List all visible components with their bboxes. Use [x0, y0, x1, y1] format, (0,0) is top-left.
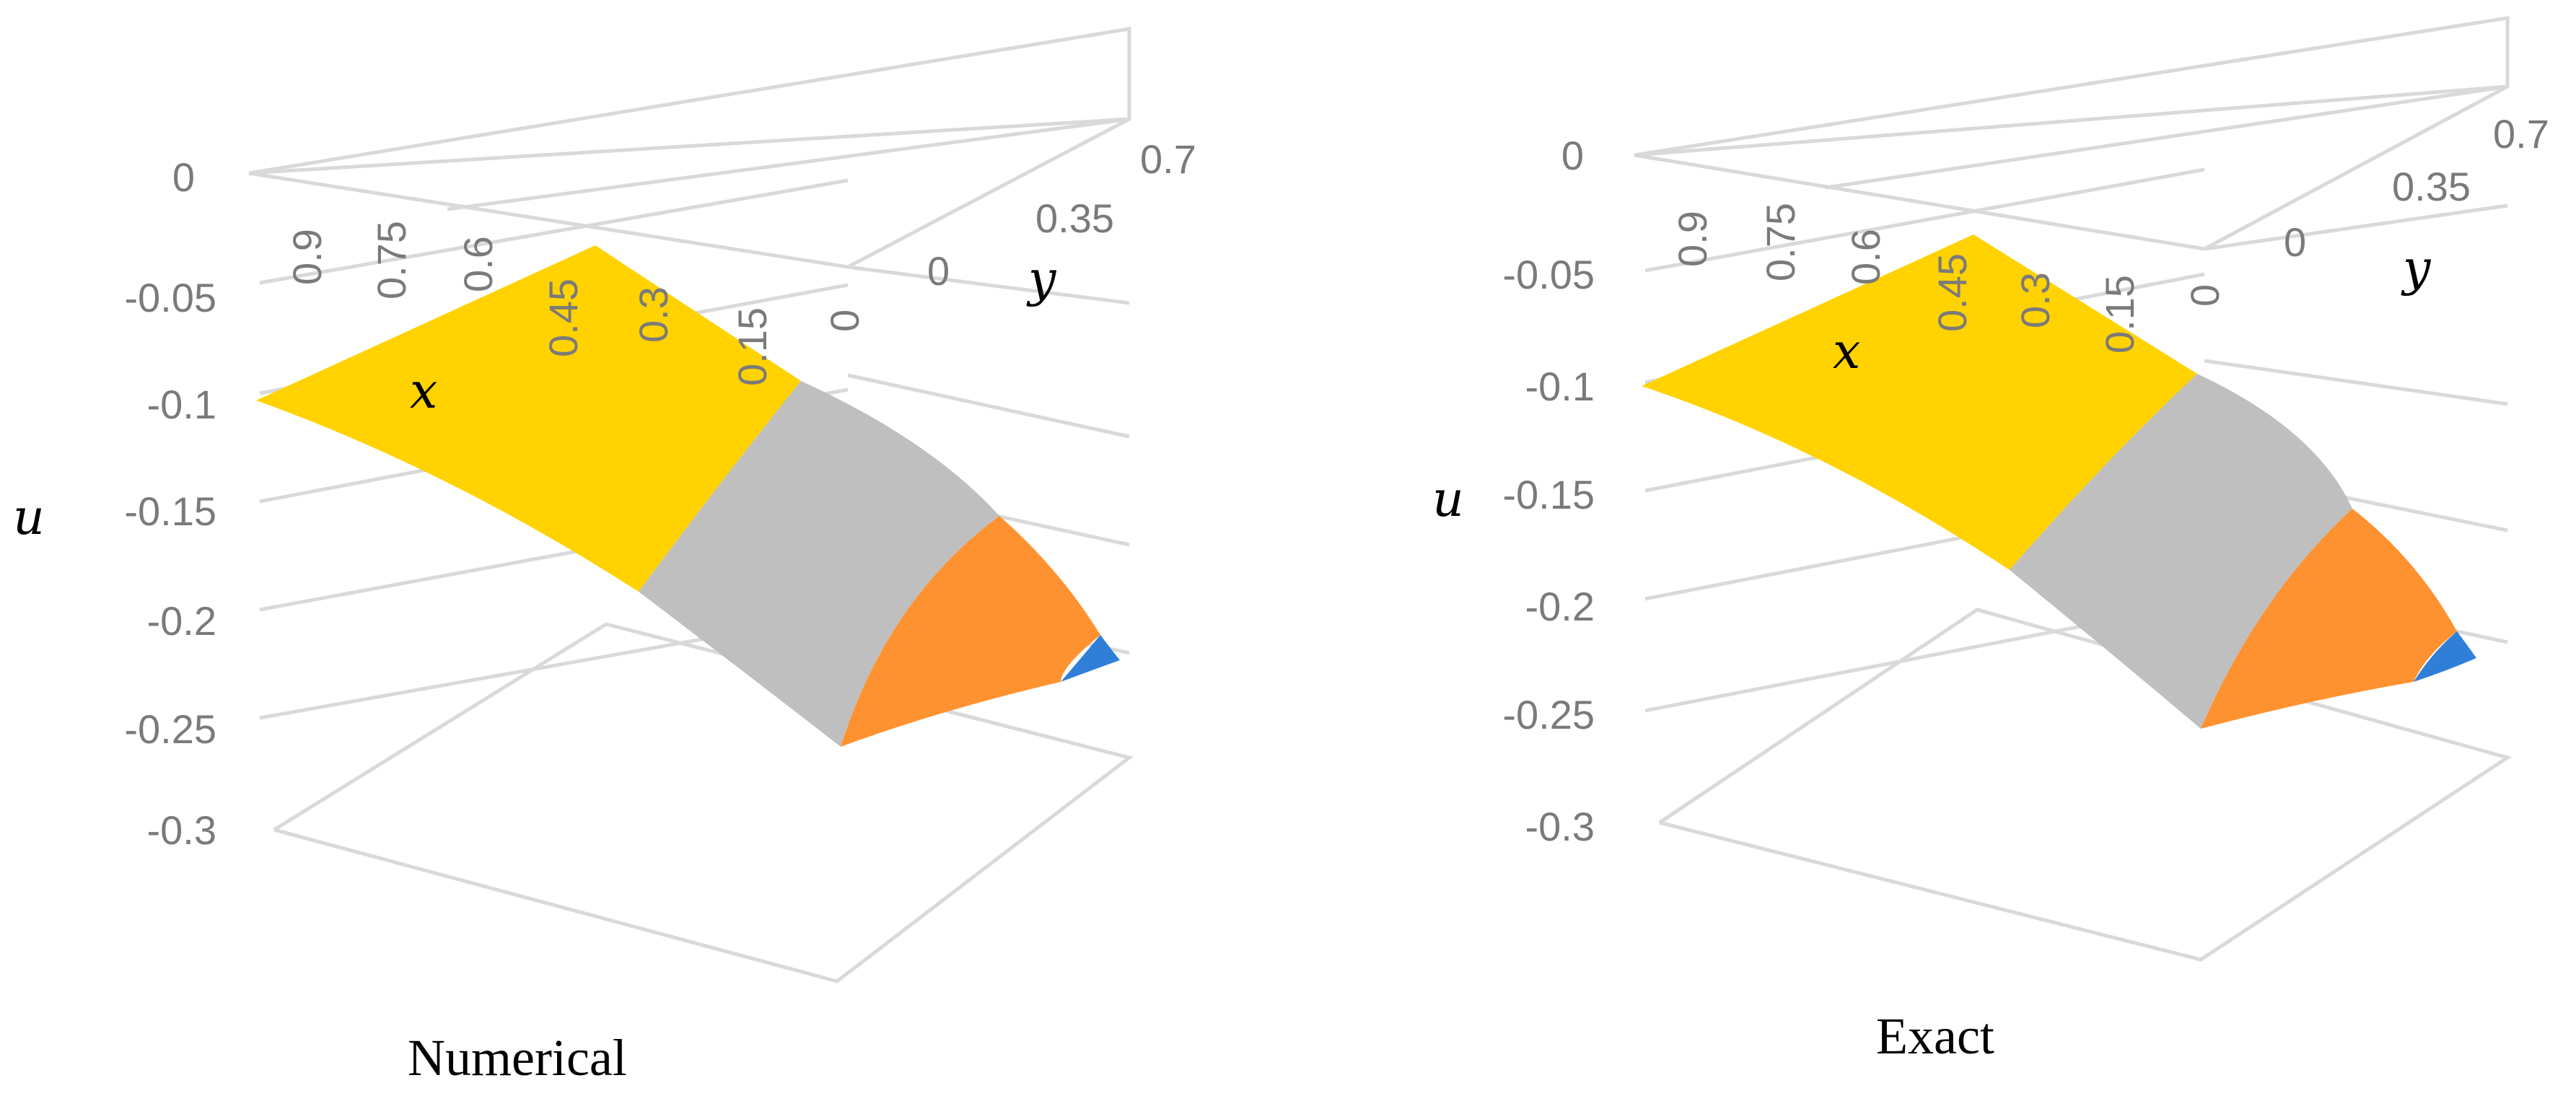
- gridline: [447, 117, 1130, 211]
- gridline: [1634, 153, 2205, 251]
- surface-band-yellow: [256, 245, 801, 592]
- x-tick-label: 0.75: [369, 221, 414, 299]
- x-tick-label: 0.15: [730, 307, 775, 386]
- u-axis-label: u: [13, 489, 45, 546]
- x-tick-label: 0.75: [1758, 203, 1803, 281]
- x-tick-label: 0.3: [631, 286, 676, 343]
- gridline: [1644, 167, 2205, 273]
- x-ticks-right: 0.9 0.75 0.6 0.45 0.3 0.15 0: [1670, 203, 2227, 354]
- x-tick-label: 0: [2182, 284, 2227, 307]
- x-tick-label: 0.45: [1929, 253, 1975, 332]
- u-tick-label: -0.2: [1525, 584, 1595, 629]
- floor-face: [273, 622, 1134, 983]
- u-tick-label: 0: [1561, 133, 1584, 178]
- surface-band-blue: [1061, 635, 1120, 682]
- u-ticks-left: 0 -0.05 -0.1 -0.15 -0.2 -0.25 -0.3: [124, 154, 216, 853]
- u-tick-label: -0.2: [147, 598, 217, 644]
- floor-face: [1658, 608, 2512, 962]
- panel-numerical: 0 -0.05 -0.1 -0.15 -0.2 -0.25 -0.3 0.9 0…: [13, 27, 1196, 1087]
- x-ticks-left: 0.9 0.75 0.6 0.45 0.3 0.15 0: [284, 221, 867, 386]
- surface-exact: [1642, 234, 2476, 729]
- y-axis-label: y: [1026, 251, 1057, 308]
- gridline: [2204, 203, 2508, 251]
- top-grid-face: [248, 27, 1131, 175]
- u-tick-label: -0.15: [1502, 472, 1595, 517]
- gridline: [1825, 84, 2508, 190]
- u-tick-label: -0.25: [124, 706, 216, 752]
- y-tick-label: 0.35: [1035, 196, 1114, 241]
- tick-row: [248, 171, 849, 269]
- y-ticks-right: 0 0.35 0.7: [2284, 111, 2549, 265]
- y-ticks-left: 0 0.35 0.7: [927, 136, 1196, 294]
- surface-band-gray: [2010, 374, 2352, 729]
- u-tick-label: -0.15: [124, 488, 216, 534]
- x-axis-label: x: [410, 363, 437, 420]
- x-tick-label: 0.15: [2097, 275, 2142, 354]
- gridline: [2204, 359, 2508, 406]
- u-tick-label: -0.25: [1502, 692, 1595, 737]
- top-grid-face: [1634, 16, 2510, 157]
- gridline: [847, 265, 1130, 305]
- u-tick-label: -0.05: [1502, 252, 1595, 297]
- top-ticks-left: [248, 117, 1131, 269]
- gridline: [259, 178, 849, 285]
- panel-caption: Numerical: [408, 1029, 627, 1087]
- u-tick-label: -0.1: [1525, 364, 1595, 409]
- surface-band-gray: [639, 381, 999, 747]
- x-axis-label: x: [1833, 323, 1860, 380]
- y-tick-label: 0.35: [2392, 164, 2471, 209]
- x-tick-label: 0.3: [2012, 272, 2058, 328]
- panel-caption: Exact: [1876, 1007, 1994, 1065]
- gridline: [847, 373, 1130, 439]
- u-tick-label: -0.3: [147, 807, 217, 853]
- gridline: [2203, 84, 2509, 251]
- surface-band-orange: [841, 516, 1100, 747]
- surface-band-blue: [2414, 631, 2476, 682]
- x-tick-label: 0.6: [1843, 229, 1888, 285]
- surface-numerical: [256, 245, 1120, 747]
- u-tick-label: -0.1: [147, 382, 217, 427]
- surface-band-orange: [2201, 509, 2457, 729]
- x-tick-label: 0: [822, 310, 867, 332]
- u-tick-label: -0.3: [1525, 804, 1595, 849]
- y-tick-label: 0.7: [1140, 136, 1196, 182]
- u-tick-label: 0: [172, 154, 195, 200]
- u-ticks-right: 0 -0.05 -0.1 -0.15 -0.2 -0.25 -0.3: [1502, 133, 1595, 849]
- y-axis-label: y: [2401, 240, 2432, 297]
- x-tick-label: 0.9: [284, 229, 330, 285]
- x-tick-label: 0.9: [1670, 211, 1715, 267]
- panel-exact: 0 -0.05 -0.1 -0.15 -0.2 -0.25 -0.3 0.9 0…: [1432, 16, 2549, 1065]
- u-axis-label: u: [1432, 471, 1464, 528]
- y-tick-label: 0.7: [2493, 111, 2549, 157]
- x-tick-label: 0.45: [540, 279, 586, 357]
- u-tick-label: -0.05: [124, 275, 216, 320]
- surface-band-yellow: [1642, 234, 2197, 570]
- y-tick-label: 0: [2284, 219, 2306, 265]
- gridline: [846, 117, 1131, 269]
- x-tick-label: 0.6: [455, 236, 501, 292]
- y-tick-label: 0: [927, 248, 950, 294]
